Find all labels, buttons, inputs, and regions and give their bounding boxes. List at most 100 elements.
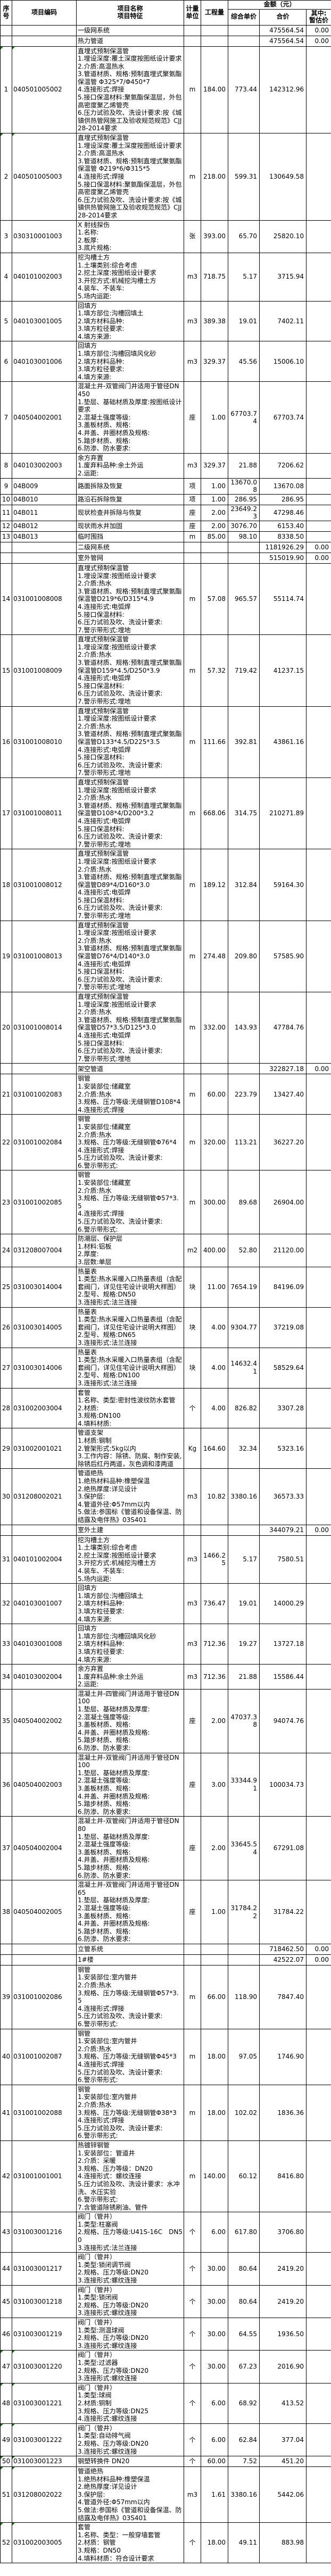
unit-price-cell: 5.17: [228, 1535, 260, 1584]
item-name-cell: 钢管 1.安装部位:室内管井 2.介质:热水 3.规格、压力等级:无缝钢管Φ38…: [76, 2084, 184, 2141]
unit-price-cell: 13670.08: [228, 478, 260, 495]
estimated-price-cell: [305, 1752, 331, 1817]
item-row: 25 031003014004 热量表 1.类型:热水采暖入口热量表组（含配套阀门，…: [0, 1266, 331, 1308]
row-no-cell: 37: [0, 1816, 12, 1881]
section-row: 二级网系统 1181926.29 0.00: [0, 541, 331, 553]
item-code-cell: 040501005003: [12, 133, 77, 221]
estimated-price-cell: 0.00: [305, 1524, 331, 1536]
total-price-cell: 344079.21: [259, 1524, 307, 1536]
item-code-cell: 040504002005: [12, 1880, 77, 1944]
unit-price-cell: 5.17: [228, 252, 260, 302]
item-code-cell: 040103002004: [12, 1664, 77, 1690]
total-price-cell: 15586.44: [259, 1664, 307, 1690]
estimated-price-cell: 0.00: [305, 541, 331, 553]
quantity-cell: 10.82: [201, 1468, 228, 1525]
unit-price-cell: 118.90: [228, 1964, 260, 2029]
item-name-cell: 管道支架 1.材质:钢制 2.管架形式:5kg以内 3.工作内容：除锈、防腐、制…: [76, 1428, 184, 1469]
estimated-price-cell: [305, 706, 331, 778]
quantity-cell: 4.00: [201, 1387, 228, 1429]
estimated-price-cell: [305, 2285, 331, 2319]
row-no-cell: 50: [0, 2456, 12, 2468]
table-body: 一级网系统 475564.54 0.00 热力管道 475564.54 0.00 1 0405…: [0, 24, 331, 2564]
total-price-cell: 14000.29: [259, 1583, 307, 1625]
item-name-cell: 一级网系统: [76, 24, 184, 36]
unit-price-cell: 89.68: [228, 1170, 260, 1235]
estimated-price-cell: [305, 2252, 331, 2286]
item-code-cell: 031001008008: [12, 563, 77, 635]
quantity-cell: [201, 24, 228, 36]
item-name-cell: 路沿石拆除恢复: [76, 494, 184, 505]
unit-price-cell: 314.75: [228, 777, 260, 850]
item-name-cell: 热量表 1.类型:热水采暖入口热量表组（含配套阀门，详见住宅设计说明大样图） 2…: [76, 1307, 184, 1348]
item-row: 34 040103002004 余方弃置 1.废弃料品种:余土外运 2.运距: m3 7…: [0, 1664, 331, 1690]
quantity-cell: 300.00: [201, 1170, 228, 1235]
item-name-cell: 回填方 1.填方部位:沟槽回填风化砂 2.填方材料品种: 3.填方粒径要求: 4…: [76, 341, 184, 382]
cell-flag-icon: [12, 46, 15, 49]
estimated-price-cell: [305, 1266, 331, 1308]
row-no-cell: 21: [0, 1074, 12, 1115]
unit-price-cell: 49.11: [228, 2522, 260, 2564]
item-code-cell: 04B012: [12, 520, 77, 532]
item-row: 12 04B012 现状雨水井加固座 2.00 3076.70 6153.40: [0, 520, 331, 532]
row-no-cell: 19: [0, 920, 12, 993]
estimated-price-cell: [305, 2140, 331, 2213]
row-no-cell: 15: [0, 634, 12, 707]
unit-price-cell: 113.21: [228, 1114, 260, 1171]
row-no-cell: 44: [0, 2252, 12, 2286]
cell-flag-icon: [12, 2467, 15, 2470]
estimated-price-cell: [305, 2028, 331, 2085]
estimated-price-cell: [305, 133, 331, 221]
item-code-cell: 031001008009: [12, 634, 77, 707]
item-row: 10 04B010 路沿石拆除恢复项 1.00 286.95 286.95: [0, 494, 331, 505]
quantity-cell: 111.66: [201, 706, 228, 778]
estimated-price-cell: [305, 991, 331, 1064]
item-row: 8 040103002003 余方弃置 1.废弃料品种:余土外运 2.运距: m3 32…: [0, 453, 331, 479]
quantity-cell: 2.00: [201, 504, 228, 521]
row-no-cell: 7: [0, 381, 12, 454]
quantity-cell: 332.00: [201, 991, 228, 1064]
item-code-cell: 031002001021: [12, 1428, 77, 1469]
unit-cell: 个: [184, 2212, 201, 2253]
item-code-cell: 040101002003: [12, 252, 77, 302]
item-code-cell: 031001002083: [12, 1074, 77, 1115]
item-row: 33 040103001008 回填方 1.填方部位:沟槽回填风化砂 2.填方材料品…: [0, 1624, 331, 1665]
item-code-cell: 031003001217: [12, 2252, 77, 2286]
total-price-cell: 7580.51: [259, 1535, 307, 1584]
header-amount-group: 金额（元）: [227, 0, 331, 10]
item-code-cell: [12, 1954, 77, 1966]
estimated-price-cell: [305, 1816, 331, 1881]
estimated-price-cell: [305, 2350, 331, 2383]
item-name-cell: 钢管 1.安装部位:室内管井 2.介质:热水 3.规格、压力等级:无缝钢管Φ57…: [76, 1964, 184, 2029]
total-price-cell: 210271.89: [259, 777, 307, 850]
quantity-cell: 18.00: [201, 2028, 228, 2085]
estimated-price-cell: [305, 1468, 331, 1525]
estimated-price-cell: [305, 920, 331, 993]
row-no-cell: 30: [0, 1468, 12, 1525]
estimated-price-cell: [305, 46, 331, 134]
item-row: 18 031001008012 直埋式预制保温管 1.埋设深度:按图纸设计要求 2.…: [0, 849, 331, 921]
row-no-cell: 31: [0, 1535, 12, 1584]
item-name-cell: 回填方 1.填方部位:沟槽回填土 2.填方材料品种: 3.填方粒径要求: 4.填…: [76, 1583, 184, 1625]
item-row: 39 031001002086 钢管 1.安装部位:室内管井 2.介质:热水 3.规…: [0, 1964, 331, 2029]
item-code-cell: 031003014004: [12, 1266, 77, 1308]
quantity-cell: 712.36: [201, 1664, 228, 1690]
row-no-cell: 12: [0, 520, 12, 532]
row-no-cell: 38: [0, 1880, 12, 1944]
unit-price-cell: 143.93: [228, 991, 260, 1064]
unit-price-cell: 826.82: [228, 1387, 260, 1429]
unit-price-cell: 3076.70: [228, 520, 260, 532]
item-row: 41 031001002088 钢管 1.安装部位:室内管井 2.介质:热水 3.规…: [0, 2084, 331, 2141]
unit-cell: m: [184, 2140, 201, 2213]
unit-price-cell: 223.79: [228, 1074, 260, 1115]
quantity-cell: [201, 552, 228, 564]
unit-price-cell: 33645.54: [228, 1816, 260, 1881]
unit-price-cell: 33344.91: [228, 1752, 260, 1817]
item-code-cell: 031003001218: [12, 2285, 77, 2319]
item-name-cell: X 射线探伤 1.名称: 2.板厚: 3.底片规格:: [76, 220, 184, 253]
row-no-cell: 45: [0, 2285, 12, 2319]
unit-cell: m: [184, 706, 201, 778]
item-code-cell: 031208002022: [12, 2466, 77, 2523]
unit-price-cell: 9304.77: [228, 1307, 260, 1348]
section-row: 架空管道 322827.18 0.00: [0, 1063, 331, 1075]
unit-cell: 座: [184, 1880, 201, 1944]
